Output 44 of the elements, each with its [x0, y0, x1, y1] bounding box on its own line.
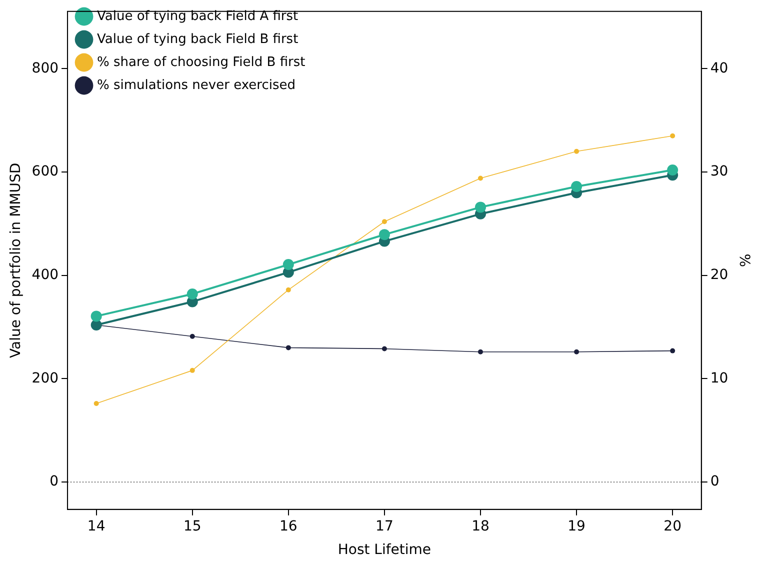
y2-tick-label: 0 — [710, 474, 720, 490]
legend-label: % simulations never exercised — [97, 78, 296, 93]
legend-label: Value of tying back Field A first — [97, 8, 298, 24]
point — [378, 229, 390, 240]
point — [670, 133, 676, 138]
point — [286, 287, 291, 292]
point — [190, 334, 195, 339]
point — [186, 288, 198, 300]
x-tick-label: 18 — [472, 518, 490, 534]
legend-label: Value of tying back Field B first — [97, 32, 298, 47]
point — [478, 176, 483, 181]
x-tick-label: 20 — [664, 518, 682, 534]
y-tick-label: 800 — [32, 60, 59, 76]
point — [571, 181, 582, 192]
point — [286, 345, 291, 350]
y-tick-label: 600 — [32, 164, 59, 180]
x-tick-label: 19 — [568, 518, 586, 534]
point — [282, 259, 294, 270]
y-axis-title: Value of portfolio in MMUSD — [8, 162, 24, 358]
y-tick-label: 400 — [32, 267, 59, 284]
point — [190, 368, 195, 373]
y-tick-label: 200 — [32, 370, 59, 386]
x-tick-label: 17 — [376, 518, 394, 534]
point — [94, 401, 99, 406]
y2-axis-title: % — [736, 254, 752, 268]
y-tick-label: 0 — [50, 474, 59, 490]
point — [478, 349, 483, 354]
x-axis-title: Host Lifetime — [338, 542, 432, 558]
x-tick-label: 15 — [183, 518, 202, 534]
point — [382, 346, 387, 352]
y2-tick-label: 30 — [710, 164, 728, 180]
point — [670, 348, 676, 354]
point — [382, 219, 387, 224]
point — [90, 310, 102, 322]
point — [574, 148, 580, 154]
y2-tick-label: 40 — [710, 60, 728, 76]
legend-label: % share of choosing Field B first — [97, 54, 306, 70]
x-tick-label: 16 — [280, 518, 298, 534]
point — [667, 164, 678, 176]
point — [574, 349, 580, 354]
point — [474, 202, 486, 213]
y2-tick-label: 20 — [710, 267, 728, 284]
y2-tick-label: 10 — [710, 370, 728, 386]
x-tick-label: 14 — [87, 518, 106, 534]
